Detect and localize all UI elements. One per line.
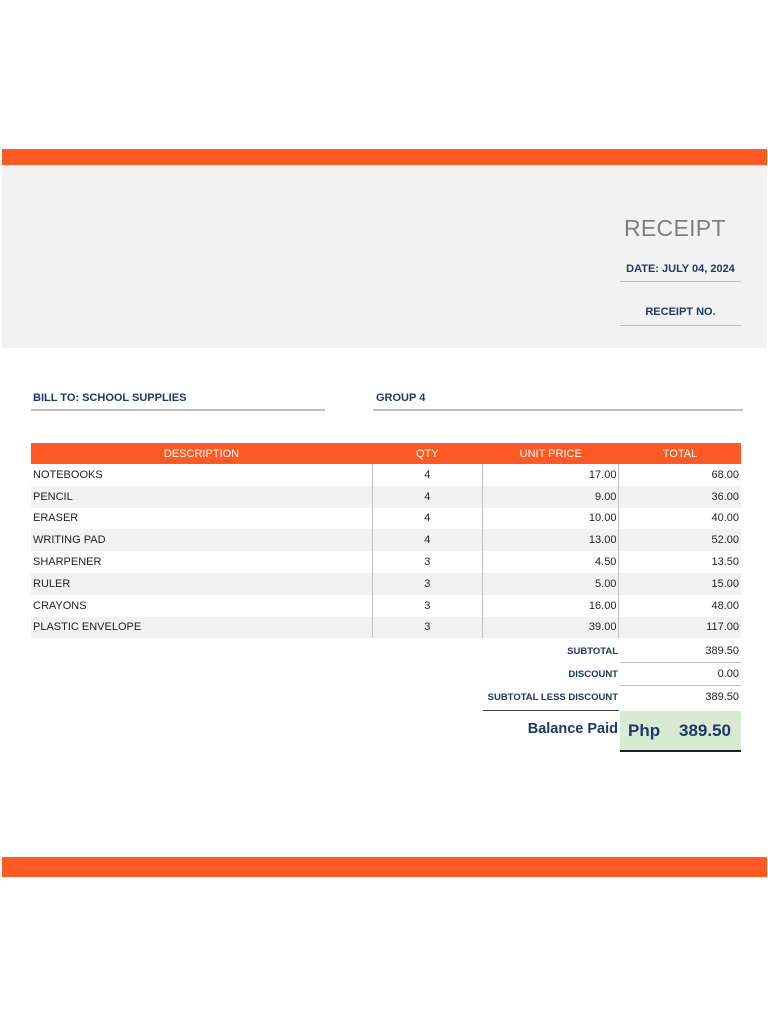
item-qty: 3 — [371, 551, 483, 573]
item-description: SHARPENER — [33, 556, 102, 569]
bill-to: BILL TO: SCHOOL SUPPLIES — [31, 392, 325, 411]
item-unit-price: 10.00 — [482, 507, 619, 530]
item-unit-price: 9.00 — [482, 485, 619, 508]
item-qty: 3 — [371, 616, 483, 639]
table-row: WRITING PAD 4 13.00 52.00 — [31, 529, 741, 552]
subtotal-label: SUBTOTAL — [567, 646, 618, 657]
items-table-header: DESCRIPTION QTY UNIT PRICE TOTAL — [31, 443, 741, 464]
divider — [620, 662, 741, 663]
item-total: 13.50 — [618, 551, 741, 573]
item-total: 52.00 — [618, 529, 741, 552]
balance-currency: Php — [628, 721, 661, 740]
item-qty: 4 — [371, 529, 483, 552]
table-row: ERASER 4 10.00 40.00 — [31, 507, 741, 530]
col-qty: QTY — [372, 443, 483, 464]
item-description: RULER — [31, 572, 373, 595]
divider — [620, 685, 741, 686]
item-unit-price: 13.00 — [482, 529, 619, 552]
col-total: TOTAL — [618, 443, 741, 464]
table-row: SHARPENER 3 4.50 13.50 — [31, 551, 741, 573]
item-total: 36.00 — [618, 485, 741, 508]
group-name: GROUP 4 — [373, 392, 743, 411]
item-qty: 4 — [371, 464, 483, 486]
item-unit-price: 17.00 — [482, 464, 619, 486]
subtotal-less-discount-row: SUBTOTAL LESS DISCOUNT 389.50 — [483, 687, 741, 709]
subtotal-less-discount-label: SUBTOTAL LESS DISCOUNT — [487, 692, 618, 703]
subtotal-value: 389.50 — [705, 645, 739, 657]
header-panel — [2, 165, 767, 348]
item-unit-price: 39.00 — [482, 616, 619, 639]
receipt-title: RECEIPT — [624, 215, 726, 241]
bottom-accent-bar — [2, 857, 767, 877]
col-description: DESCRIPTION — [31, 443, 373, 464]
item-qty: 4 — [371, 507, 483, 530]
item-description: CRAYONS — [33, 599, 87, 612]
table-row: PENCIL 4 9.00 36.00 — [31, 485, 741, 508]
item-unit-price: 5.00 — [482, 572, 619, 595]
receipt-number: RECEIPT NO. — [620, 306, 741, 326]
discount-row: DISCOUNT 0.00 — [483, 664, 741, 686]
item-total: 15.00 — [618, 572, 741, 595]
receipt-date: DATE: JULY 04, 2024 — [620, 263, 741, 282]
item-description: WRITING PAD — [31, 529, 373, 552]
item-qty: 3 — [371, 572, 483, 595]
discount-label: DISCOUNT — [568, 669, 618, 680]
item-total: 117.00 — [618, 616, 741, 639]
balance-paid-label: Balance Paid — [527, 721, 618, 737]
divider — [483, 710, 619, 711]
discount-value: 0.00 — [717, 668, 739, 680]
subtotal-less-discount-value: 389.50 — [705, 691, 739, 703]
item-unit-price: 4.50 — [482, 551, 619, 573]
item-description: NOTEBOOKS — [33, 468, 103, 481]
items-table: DESCRIPTION QTY UNIT PRICE TOTAL NOTEBOO… — [31, 443, 741, 639]
item-description: ERASER — [33, 512, 79, 525]
item-unit-price: 16.00 — [482, 594, 619, 617]
balance-amount: 389.50 — [679, 721, 731, 740]
col-unit-price: UNIT PRICE — [482, 443, 619, 464]
table-row: NOTEBOOKS 4 17.00 68.00 — [31, 464, 741, 486]
item-qty: 4 — [371, 485, 483, 508]
balance-paid-box: Php 389.50 — [620, 711, 741, 752]
item-total: 48.00 — [618, 594, 741, 617]
item-total: 40.00 — [618, 507, 741, 530]
item-total: 68.00 — [618, 464, 741, 486]
top-accent-bar — [2, 149, 767, 165]
table-row: CRAYONS 3 16.00 48.00 — [31, 594, 741, 617]
table-row: PLASTIC ENVELOPE 3 39.00 117.00 — [31, 616, 741, 639]
item-description: PENCIL — [31, 485, 373, 508]
item-qty: 3 — [371, 594, 483, 617]
subtotal-row: SUBTOTAL 389.50 — [483, 641, 741, 663]
table-row: RULER 3 5.00 15.00 — [31, 572, 741, 595]
item-description: PLASTIC ENVELOPE — [31, 616, 373, 639]
